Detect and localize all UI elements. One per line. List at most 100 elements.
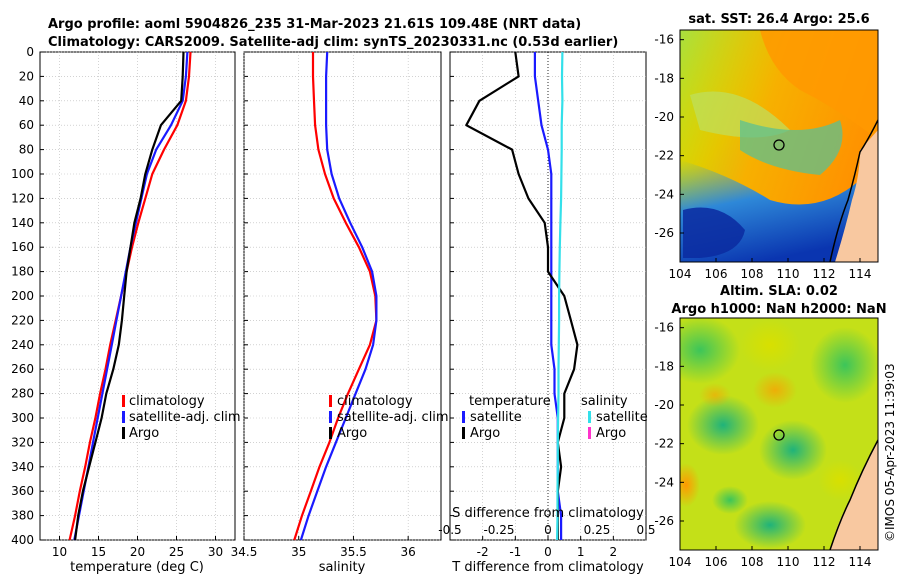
sla-field (680, 318, 878, 550)
temperature-legend: climatology satellite-adj. clim Argo (122, 394, 241, 441)
legend-swatch-temperature-satellite (462, 411, 465, 423)
x2-tick-label: 0.5 (636, 523, 655, 537)
y-tick-label: 300 (11, 411, 34, 425)
legend-swatch-salinity-satellite (588, 411, 591, 423)
legend-label-salinity-satellite: satellite (596, 410, 648, 425)
map-y-tick-label: -22 (654, 437, 674, 451)
salinity-legend: climatology satellite-adj. clim Argo (329, 394, 449, 441)
x-tick-label: 2 (610, 545, 618, 559)
map-y-tick-label: -16 (654, 33, 674, 47)
map-x-tick-label: 104 (669, 267, 692, 281)
x-tick-label: 0 (544, 545, 552, 559)
series-line-satellite-adj-clim (299, 51, 378, 541)
x-tick-label: 35 (291, 545, 306, 559)
map-y-tick-label: -20 (654, 398, 674, 412)
y-tick-label: 140 (11, 216, 34, 230)
map-x-tick-label: 106 (705, 267, 728, 281)
map-y-tick-label: -18 (654, 71, 674, 85)
legend-label-climatology: climatology (129, 394, 205, 409)
y-tick-label: 40 (19, 94, 34, 108)
legend-swatch-climatology (122, 395, 125, 407)
salinity-profile-plot (243, 51, 442, 541)
x-tick-label: 25 (169, 545, 184, 559)
map-y-tick-label: -22 (654, 149, 674, 163)
x2-tick-label: -0.5 (438, 523, 461, 537)
x-tick-label: 20 (130, 545, 145, 559)
legend-label-satellite: satellite-adj. clim (129, 410, 241, 425)
y-tick-label: 360 (11, 484, 34, 498)
map-x-tick-label: 112 (813, 555, 836, 569)
x-tick-label: -1 (509, 545, 521, 559)
y-tick-label: 0 (26, 45, 34, 59)
legend-label-temperature-satellite: satellite (470, 410, 522, 425)
map-y-tick-label: -24 (654, 475, 674, 489)
y-tick-label: 280 (11, 387, 34, 401)
y-tick-label: 200 (11, 289, 34, 303)
sst-map-frame (679, 29, 879, 263)
temperature-xlabel: temperature (deg C) (70, 560, 204, 575)
difference-legend: temperature satellite Argo salinity sate… (462, 394, 648, 441)
legend-swatch-argo (122, 427, 125, 439)
legend-label-salinity-argo: Argo (596, 426, 626, 441)
sla-map-title-line1: Altim. SLA: 0.02 (720, 284, 838, 299)
legend-swatch-satellite (329, 411, 332, 423)
x-tick-label: 34.5 (231, 545, 258, 559)
legend-label-temperature-argo: Argo (470, 426, 500, 441)
sla-map-frame (679, 317, 879, 551)
y-tick-label: 380 (11, 509, 34, 523)
map-x-tick-label: 110 (777, 555, 800, 569)
map-y-tick-label: -20 (654, 110, 674, 124)
map-y-tick-label: -16 (654, 321, 674, 335)
salinity-plot-frame (243, 51, 442, 541)
y-tick-label: 160 (11, 240, 34, 254)
difference-x2label: S difference from climatology (452, 506, 644, 521)
imos-timestamp: ©IMOS 05-Apr-2023 11:39:03 (883, 363, 897, 542)
map-y-tick-label: -24 (654, 187, 674, 201)
y-tick-label: 120 (11, 191, 34, 205)
map-x-tick-label: 114 (849, 555, 872, 569)
x2-tick-label: -0.25 (483, 523, 514, 537)
map-x-tick-label: 106 (705, 555, 728, 569)
salinity-xlabel: salinity (319, 560, 366, 575)
figure-title-line1: Argo profile: aoml 5904826_235 31-Mar-20… (48, 17, 581, 32)
legend-swatch-salinity-argo (588, 427, 591, 439)
x-tick-label: 10 (52, 545, 67, 559)
y-tick-label: 400 (11, 533, 34, 547)
map-y-tick-label: -18 (654, 359, 674, 373)
legend-swatch-climatology (329, 395, 332, 407)
sla-map: Altim. SLA: 0.02 Argo h1000: NaN h2000: … (671, 284, 887, 551)
legend-heading-salinity: salinity (581, 394, 628, 409)
legend-swatch-argo (329, 427, 332, 439)
argo-position-marker-sst (773, 139, 785, 151)
legend-label-argo: Argo (129, 426, 159, 441)
legend-swatch-satellite (122, 411, 125, 423)
legend-swatch-temperature-argo (462, 427, 465, 439)
map-x-tick-label: 108 (741, 267, 764, 281)
x-tick-label: 1 (577, 545, 585, 559)
map-x-tick-label: 112 (813, 267, 836, 281)
sst-field (680, 30, 878, 262)
y-tick-label: 240 (11, 338, 34, 352)
series-line-temperature-argo (465, 51, 579, 540)
legend-label-climatology: climatology (337, 394, 413, 409)
x-tick-label: -2 (477, 545, 489, 559)
x-tick-label: 30 (208, 545, 223, 559)
temperature-profile-plot (39, 51, 236, 541)
y-tick-label: 180 (11, 265, 34, 279)
y-tick-label: 20 (19, 69, 34, 83)
map-y-tick-label: -26 (654, 226, 674, 240)
x-tick-label: 15 (91, 545, 106, 559)
map-x-tick-label: 104 (669, 555, 692, 569)
series-line-salinity-satellite (556, 51, 564, 541)
argo-position-marker-sla (773, 429, 785, 441)
map-y-tick-label: -26 (654, 514, 674, 528)
legend-heading-temperature: temperature (469, 394, 551, 409)
figure-title-line2: Climatology: CARS2009. Satellite-adj cli… (48, 35, 618, 50)
y-tick-label: 80 (19, 143, 34, 157)
x2-tick-label: 0 (544, 523, 552, 537)
difference-xlabel: T difference from climatology (451, 560, 644, 575)
map-x-tick-label: 114 (849, 267, 872, 281)
x-tick-label: 35.5 (340, 545, 367, 559)
legend-label-satellite: satellite-adj. clim (337, 410, 449, 425)
